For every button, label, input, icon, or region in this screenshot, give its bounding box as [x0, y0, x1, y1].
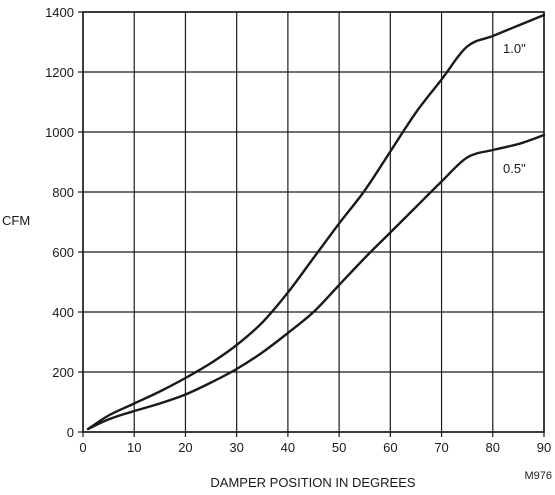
x-tick-label: 70	[434, 440, 448, 455]
plot-frame	[82, 11, 545, 433]
x-tick-label: 40	[281, 440, 295, 455]
chart-curves	[86, 13, 546, 431]
x-tick-label: 60	[383, 440, 397, 455]
series-label-0-5: 0.5"	[503, 161, 526, 176]
y-tick-label: 800	[52, 185, 74, 200]
figure-code: M976	[524, 470, 552, 482]
series-line-0-5	[86, 133, 546, 431]
y-tick-label: 1000	[45, 125, 74, 140]
x-tick-label: 30	[229, 440, 243, 455]
x-tick-label: 90	[537, 440, 551, 455]
x-tick-label: 0	[79, 440, 86, 455]
x-tick-label: 80	[486, 440, 500, 455]
y-axis-title: CFM	[2, 213, 30, 228]
x-tick-label: 50	[332, 440, 346, 455]
x-tick-label: 20	[178, 440, 192, 455]
chart-grid	[82, 11, 545, 433]
y-tick-label: 1400	[45, 5, 74, 20]
x-tick-label: 10	[127, 440, 141, 455]
y-tick-label: 400	[52, 305, 74, 320]
y-tick-label: 1200	[45, 65, 74, 80]
tick-labels: 0 10 20 30 40 50 60 70 80 90 0 200 400 600 800 1000 1200…	[45, 5, 551, 455]
series-line-1-0	[86, 13, 546, 431]
y-tick-label: 200	[52, 365, 74, 380]
series-label-1-0: 1.0"	[503, 41, 526, 56]
y-tick-label: 0	[67, 425, 74, 440]
chart-ticks	[78, 11, 545, 437]
x-axis-title: DAMPER POSITION IN DEGREES	[210, 475, 415, 490]
y-tick-label: 600	[52, 245, 74, 260]
